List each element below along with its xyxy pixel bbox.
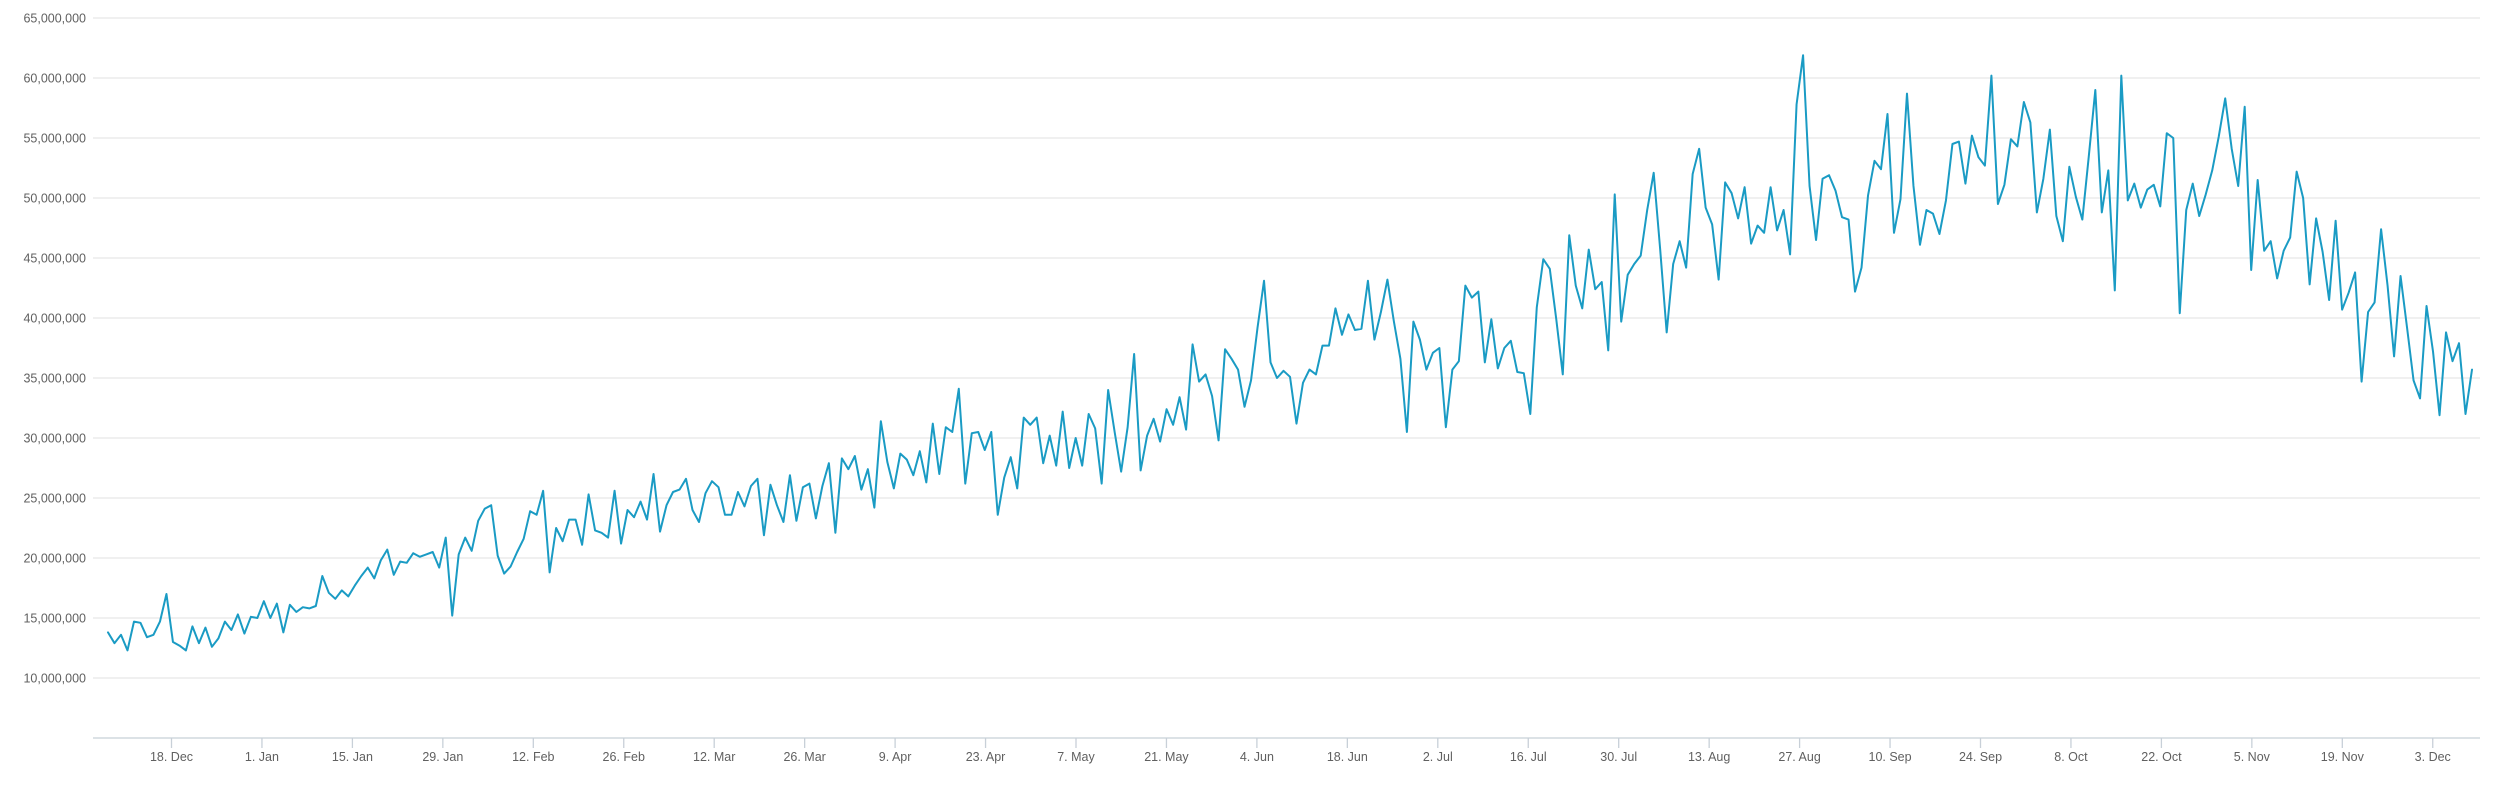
y-tick-label: 55,000,000 — [23, 132, 86, 146]
y-tick-label: 30,000,000 — [23, 432, 86, 446]
y-tick-label: 20,000,000 — [23, 552, 86, 566]
x-tick-label: 23. Apr — [966, 750, 1006, 764]
x-tick-label: 21. May — [1144, 750, 1189, 764]
series-line — [107, 54, 2473, 652]
y-tick-label: 65,000,000 — [23, 12, 86, 26]
y-tick-label: 45,000,000 — [23, 252, 86, 266]
x-tick-label: 24. Sep — [1959, 750, 2002, 764]
x-tick-label: 15. Jan — [332, 750, 373, 764]
x-tick-label: 4. Jun — [1240, 750, 1274, 764]
x-tick-label: 26. Feb — [603, 750, 645, 764]
y-tick-label: 25,000,000 — [23, 492, 86, 506]
x-tick-label: 10. Sep — [1869, 750, 1912, 764]
x-tick-label: 29. Jan — [422, 750, 463, 764]
x-tick-label: 30. Jul — [1600, 750, 1637, 764]
y-tick-label: 35,000,000 — [23, 372, 86, 386]
x-tick-label: 12. Feb — [512, 750, 554, 764]
x-axis: 18. Dec 1. Jan 15. Jan 29. Jan 12. Feb 26. Fe… — [93, 737, 2480, 764]
x-tick-label: 8. Oct — [2054, 750, 2088, 764]
y-tick-label: 15,000,000 — [23, 612, 86, 626]
y-axis: 10,000,000 15,000,000 20,000,000 25,000,000… — [23, 12, 86, 686]
y-tick-label: 60,000,000 — [23, 72, 86, 86]
x-tick-label: 26. Mar — [783, 750, 825, 764]
x-tick-label: 13. Aug — [1688, 750, 1730, 764]
x-tick-label: 12. Mar — [693, 750, 735, 764]
x-tick-label: 19. Nov — [2321, 750, 2365, 764]
x-tick-label: 18. Jun — [1327, 750, 1368, 764]
series-layer — [107, 54, 2473, 652]
x-tick-label: 5. Nov — [2234, 750, 2271, 764]
x-tick-label: 9. Apr — [879, 750, 912, 764]
x-tick-label: 18. Dec — [150, 750, 193, 764]
x-tick-label: 3. Dec — [2415, 750, 2451, 764]
x-tick-label: 7. May — [1057, 750, 1095, 764]
x-tick-label: 2. Jul — [1423, 750, 1453, 764]
x-tick-label: 27. Aug — [1778, 750, 1820, 764]
gridlines — [93, 17, 2480, 679]
y-tick-label: 40,000,000 — [23, 312, 86, 326]
x-tick-label: 16. Jul — [1510, 750, 1547, 764]
x-tick-label: 22. Oct — [2141, 750, 2182, 764]
x-tick-label: 1. Jan — [245, 750, 279, 764]
y-tick-label: 50,000,000 — [23, 192, 86, 206]
y-tick-label: 10,000,000 — [23, 672, 86, 686]
